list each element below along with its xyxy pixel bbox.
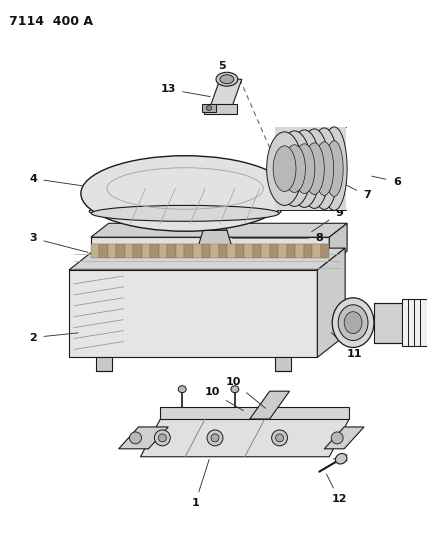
Ellipse shape bbox=[207, 106, 211, 110]
FancyBboxPatch shape bbox=[227, 244, 235, 258]
FancyBboxPatch shape bbox=[244, 244, 253, 258]
Polygon shape bbox=[69, 270, 317, 358]
Text: 8: 8 bbox=[233, 233, 323, 243]
FancyBboxPatch shape bbox=[270, 244, 278, 258]
Ellipse shape bbox=[315, 142, 334, 196]
FancyBboxPatch shape bbox=[287, 244, 295, 258]
FancyBboxPatch shape bbox=[176, 244, 184, 258]
Polygon shape bbox=[317, 248, 345, 358]
Ellipse shape bbox=[344, 312, 362, 334]
FancyBboxPatch shape bbox=[253, 244, 261, 258]
Text: 2: 2 bbox=[29, 333, 78, 343]
FancyBboxPatch shape bbox=[159, 244, 167, 258]
Ellipse shape bbox=[158, 434, 166, 442]
Polygon shape bbox=[69, 248, 345, 270]
FancyBboxPatch shape bbox=[295, 244, 304, 258]
Ellipse shape bbox=[273, 146, 296, 191]
FancyBboxPatch shape bbox=[219, 244, 227, 258]
FancyBboxPatch shape bbox=[235, 244, 244, 258]
Ellipse shape bbox=[336, 454, 347, 464]
FancyBboxPatch shape bbox=[99, 244, 108, 258]
Text: 12: 12 bbox=[327, 474, 347, 504]
FancyBboxPatch shape bbox=[108, 244, 116, 258]
Text: 11: 11 bbox=[331, 333, 362, 359]
Ellipse shape bbox=[278, 131, 311, 206]
Polygon shape bbox=[91, 237, 329, 244]
Polygon shape bbox=[197, 230, 233, 250]
Ellipse shape bbox=[130, 432, 142, 444]
Ellipse shape bbox=[332, 298, 374, 348]
Polygon shape bbox=[91, 223, 347, 237]
Ellipse shape bbox=[294, 144, 315, 193]
Text: 5: 5 bbox=[218, 61, 227, 84]
Ellipse shape bbox=[283, 145, 306, 192]
FancyBboxPatch shape bbox=[261, 244, 270, 258]
Text: 7: 7 bbox=[342, 183, 371, 200]
FancyBboxPatch shape bbox=[167, 244, 176, 258]
Text: 7114  400 A: 7114 400 A bbox=[9, 14, 93, 28]
Ellipse shape bbox=[155, 430, 170, 446]
FancyBboxPatch shape bbox=[150, 244, 159, 258]
Text: 1: 1 bbox=[191, 459, 209, 508]
Polygon shape bbox=[275, 127, 346, 211]
Polygon shape bbox=[374, 303, 402, 343]
Polygon shape bbox=[203, 219, 227, 230]
Polygon shape bbox=[91, 257, 329, 265]
Polygon shape bbox=[204, 104, 237, 114]
Ellipse shape bbox=[272, 430, 288, 446]
Ellipse shape bbox=[81, 156, 289, 231]
FancyBboxPatch shape bbox=[142, 244, 150, 258]
Text: 6: 6 bbox=[372, 176, 401, 187]
Text: 13: 13 bbox=[160, 84, 210, 96]
FancyBboxPatch shape bbox=[134, 244, 142, 258]
Text: 4: 4 bbox=[29, 174, 98, 188]
Ellipse shape bbox=[304, 143, 324, 195]
Ellipse shape bbox=[310, 128, 338, 209]
FancyBboxPatch shape bbox=[312, 244, 321, 258]
Text: 10: 10 bbox=[226, 377, 265, 408]
Ellipse shape bbox=[338, 305, 368, 341]
Polygon shape bbox=[119, 427, 168, 449]
Ellipse shape bbox=[91, 205, 279, 221]
Ellipse shape bbox=[89, 203, 281, 220]
Ellipse shape bbox=[216, 72, 238, 86]
FancyBboxPatch shape bbox=[193, 244, 202, 258]
Ellipse shape bbox=[325, 141, 343, 197]
Ellipse shape bbox=[321, 127, 347, 211]
FancyBboxPatch shape bbox=[125, 244, 134, 258]
Ellipse shape bbox=[231, 386, 239, 393]
Ellipse shape bbox=[300, 129, 329, 208]
Text: 3: 3 bbox=[30, 233, 88, 253]
FancyBboxPatch shape bbox=[210, 244, 219, 258]
FancyBboxPatch shape bbox=[184, 244, 193, 258]
FancyBboxPatch shape bbox=[116, 244, 125, 258]
Polygon shape bbox=[250, 391, 289, 419]
FancyBboxPatch shape bbox=[278, 244, 287, 258]
Ellipse shape bbox=[331, 432, 343, 444]
FancyBboxPatch shape bbox=[202, 104, 216, 112]
Polygon shape bbox=[402, 299, 428, 346]
Ellipse shape bbox=[267, 132, 303, 205]
Polygon shape bbox=[324, 427, 364, 449]
FancyBboxPatch shape bbox=[202, 244, 210, 258]
Polygon shape bbox=[329, 223, 347, 265]
Polygon shape bbox=[275, 358, 291, 372]
Text: 10: 10 bbox=[204, 387, 244, 410]
FancyBboxPatch shape bbox=[321, 244, 329, 258]
FancyBboxPatch shape bbox=[91, 244, 99, 258]
Polygon shape bbox=[160, 407, 349, 419]
Ellipse shape bbox=[220, 75, 234, 84]
Ellipse shape bbox=[276, 434, 283, 442]
Text: 9: 9 bbox=[312, 208, 343, 232]
Ellipse shape bbox=[211, 434, 219, 442]
Ellipse shape bbox=[207, 430, 223, 446]
FancyBboxPatch shape bbox=[304, 244, 312, 258]
Polygon shape bbox=[140, 419, 349, 457]
Polygon shape bbox=[96, 358, 112, 372]
Ellipse shape bbox=[178, 386, 186, 393]
Polygon shape bbox=[210, 79, 242, 107]
Ellipse shape bbox=[288, 130, 320, 207]
